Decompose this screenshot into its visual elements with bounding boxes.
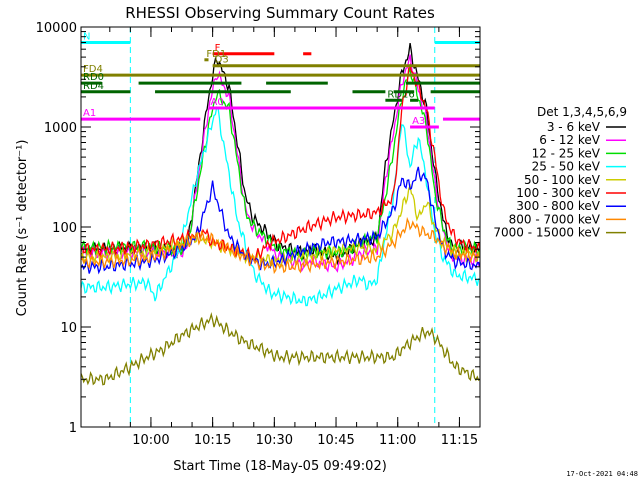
y-tick-label-3: 1000 [44,121,77,136]
legend-label-0: 3 - 6 keV [547,120,601,134]
y-tick-label-2: 100 [52,221,77,236]
legend-label-3: 25 - 50 keV [532,160,601,174]
x-tick-label-5: 11:15 [441,433,478,448]
flag-label-8: A0 [211,97,224,108]
flag-label-1: F [215,43,221,54]
y-tick-label-1: 10 [60,321,77,336]
y-tick-label-0: 1 [69,421,77,436]
legend-label-8: 7000 - 15000 keV [493,226,600,240]
flag-label-7: RD16 [387,89,414,100]
legend-label-7: 800 - 7000 keV [509,212,601,226]
flag-label-2: FD1 [206,49,226,60]
y-axis-label: Count Rate (s⁻¹ detector⁻¹) [15,140,30,317]
series-line-3 [81,106,480,307]
x-tick-label-0: 10:00 [132,433,169,448]
legend-label-1: 6 - 12 keV [539,133,601,147]
flag-label-5: RD0 [83,72,104,83]
legend-label-4: 50 - 100 keV [524,173,601,187]
series-line-7 [81,216,480,275]
flag-label-6: RD4 [83,81,104,92]
legend-label-5: 100 - 300 keV [516,186,600,200]
x-axis-label: Start Time (18-May-05 09:49:02) [173,459,387,474]
series-line-5 [81,63,480,263]
flag-label-4: FD4 [83,64,103,75]
flag-label-9: A1 [83,108,96,119]
x-tick-label-4: 11:00 [379,433,416,448]
legend-label-6: 300 - 800 keV [516,199,600,213]
flag-label-3: D3 [215,55,229,66]
timestamp: 17-Oct-2021 04:48 [566,470,638,478]
legend-title: Det 1,3,4,5,6,9 [537,105,627,119]
legend-label-2: 12 - 25 keV [532,146,601,160]
x-tick-label-1: 10:15 [194,433,231,448]
series-line-8 [81,311,480,386]
flag-label-0: N [83,31,90,42]
x-tick-label-2: 10:30 [256,433,293,448]
chart-title: RHESSI Observing Summary Count Rates [125,4,435,22]
y-tick-label-4: 10000 [36,21,77,36]
x-tick-label-3: 10:45 [317,433,354,448]
flag-label-10: A3 [412,116,425,127]
